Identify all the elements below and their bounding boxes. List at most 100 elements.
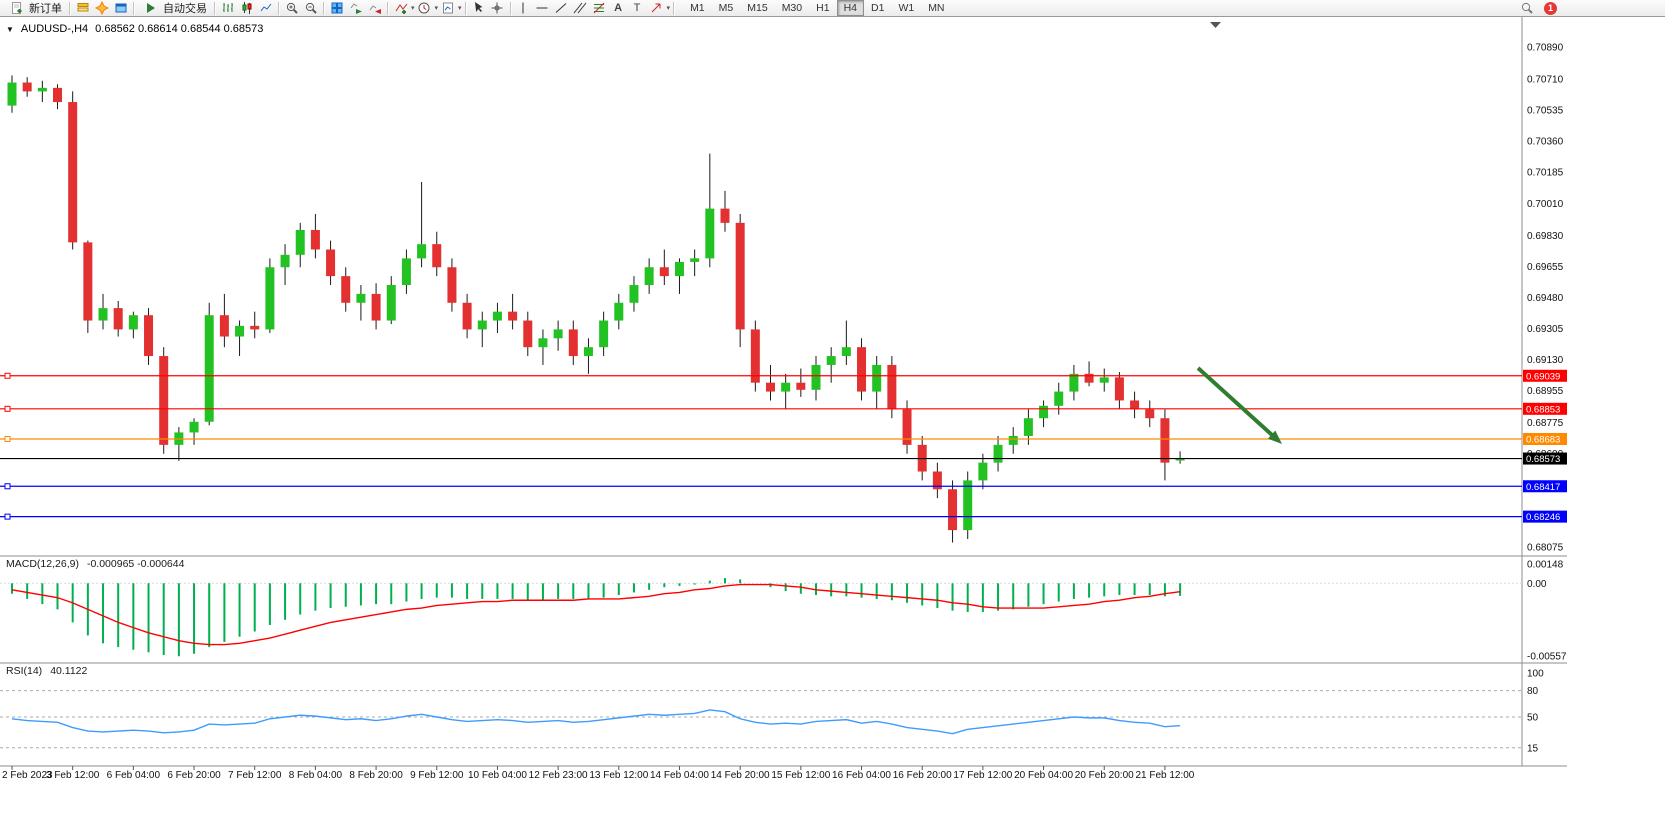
line-handle[interactable] bbox=[4, 436, 11, 443]
candle-body bbox=[113, 308, 123, 330]
timeframe-h4-button[interactable]: H4 bbox=[836, 0, 864, 16]
timeframe-w1-button[interactable]: W1 bbox=[898, 2, 915, 14]
auto-trading-button[interactable]: 自动交易 bbox=[137, 0, 211, 16]
zoom-in-icon[interactable] bbox=[282, 0, 301, 16]
macd-indicator-values: -0.000965 -0.000644 bbox=[86, 558, 185, 570]
fibonacci-icon[interactable] bbox=[590, 0, 609, 16]
price-tag bbox=[1523, 402, 1567, 415]
price-tag bbox=[1523, 452, 1567, 465]
search-icon[interactable] bbox=[1517, 0, 1536, 16]
candle-body bbox=[265, 267, 275, 330]
candle-body bbox=[7, 82, 17, 106]
candle-body bbox=[1114, 377, 1124, 401]
market-watch-icon[interactable] bbox=[73, 0, 92, 16]
candle-body bbox=[22, 82, 32, 92]
templates-icon[interactable] bbox=[438, 0, 457, 16]
candle-body bbox=[386, 285, 396, 321]
line-handle[interactable] bbox=[4, 513, 11, 520]
chart-shift-icon[interactable] bbox=[365, 0, 384, 16]
candle-body bbox=[1023, 418, 1033, 436]
equidistant-channel-icon[interactable] bbox=[571, 0, 590, 16]
chart-shift-marker[interactable] bbox=[1210, 22, 1221, 28]
candle-body bbox=[189, 421, 199, 433]
timeframe-mn-button[interactable]: MN bbox=[928, 2, 945, 14]
chart-window[interactable]: 0.70890 0.70710 0.70535 0.70360 0.70185 0.700… bbox=[0, 17, 1665, 836]
chart-ohlc-values: 0.68562 0.68614 0.68544 0.68573 bbox=[95, 23, 264, 35]
chart-symbol-period: AUDUSD-,H4 bbox=[20, 23, 89, 35]
new-order-label: 新订单 bbox=[29, 3, 62, 15]
candle-body bbox=[83, 242, 93, 321]
candlestick-icon[interactable] bbox=[237, 0, 256, 16]
zoom-out-icon[interactable] bbox=[301, 0, 320, 16]
candle-body bbox=[690, 258, 700, 262]
line-handle[interactable] bbox=[4, 372, 11, 379]
candle-body bbox=[766, 382, 775, 392]
candle-body bbox=[508, 311, 518, 321]
timeframe-m1-button[interactable]: M1 bbox=[690, 2, 705, 14]
cursor-icon[interactable] bbox=[469, 0, 488, 16]
candle-body bbox=[68, 102, 78, 243]
candle-body bbox=[235, 325, 245, 337]
timeframe-h1-button[interactable]: H1 bbox=[816, 2, 830, 14]
vertical-line-icon[interactable] bbox=[514, 0, 533, 16]
text-label-icon[interactable]: T bbox=[633, 2, 641, 14]
candle-body bbox=[826, 356, 836, 365]
candle-body bbox=[432, 244, 442, 268]
indicators-dropdown-icon[interactable]: ▾ bbox=[411, 5, 415, 12]
candle-body bbox=[280, 254, 290, 268]
new-order-button[interactable]: 新订单 bbox=[3, 0, 66, 16]
rsi-axis-label: 80 bbox=[1527, 686, 1539, 697]
toolbar-separator bbox=[464, 1, 466, 15]
price-axis-label: 0.69130 bbox=[1527, 355, 1564, 366]
candles-layer bbox=[7, 75, 1185, 543]
candle-body bbox=[204, 315, 214, 422]
candle-body bbox=[1054, 391, 1064, 406]
price-tag-label: 0.68853 bbox=[1526, 404, 1560, 415]
periods-dropdown-icon[interactable]: ▾ bbox=[434, 5, 439, 12]
navigator-icon[interactable] bbox=[92, 0, 111, 16]
rsi-line bbox=[11, 709, 1181, 735]
chart-canvas[interactable]: 0.70890 0.70710 0.70535 0.70360 0.70185 0.700… bbox=[0, 17, 1567, 787]
crosshair-icon[interactable] bbox=[488, 0, 507, 16]
time-axis-label: 15 Feb 12:00 bbox=[771, 770, 830, 781]
notification-badge[interactable]: 1 bbox=[1544, 1, 1557, 15]
candle-body bbox=[857, 347, 867, 392]
candle-body bbox=[128, 315, 138, 330]
bar-chart-icon[interactable] bbox=[218, 0, 237, 16]
templates-dropdown-icon[interactable]: ▾ bbox=[458, 5, 462, 12]
tile-windows-icon[interactable] bbox=[327, 0, 346, 16]
candle-body bbox=[750, 329, 760, 383]
time-axis-label: 14 Feb 20:00 bbox=[711, 770, 770, 781]
line-chart-icon[interactable] bbox=[256, 0, 275, 16]
chart-menu-icon[interactable]: ▼ bbox=[6, 24, 14, 34]
price-tag-label: 0.69039 bbox=[1526, 371, 1560, 382]
candle-body bbox=[1145, 409, 1155, 419]
candle-body bbox=[1008, 435, 1018, 445]
candle-body bbox=[477, 320, 487, 330]
timeframe-m5-button[interactable]: M5 bbox=[718, 2, 734, 14]
candle-body bbox=[37, 87, 47, 92]
macd-axis-label: -0.005577 bbox=[1527, 652, 1567, 663]
timeframe-m30-button[interactable]: M30 bbox=[781, 2, 803, 14]
candle-body bbox=[1084, 373, 1094, 383]
time-axis-label: 16 Feb 04:00 bbox=[832, 770, 891, 781]
auto-scroll-icon[interactable] bbox=[346, 0, 365, 16]
rsi-axis-label: 100 bbox=[1527, 669, 1544, 680]
arrow-annotation[interactable] bbox=[1196, 366, 1282, 444]
text-icon[interactable]: A bbox=[614, 2, 623, 14]
candle-body bbox=[447, 267, 457, 303]
candle-body bbox=[978, 462, 988, 481]
indicators-icon[interactable] bbox=[391, 0, 410, 16]
candle-body bbox=[53, 87, 63, 103]
arrows-icon[interactable] bbox=[647, 0, 666, 16]
timeframe-m15-button[interactable]: M15 bbox=[747, 2, 768, 14]
arrows-dropdown-icon[interactable]: ▾ bbox=[666, 5, 671, 12]
horizontal-line-icon[interactable] bbox=[533, 0, 552, 16]
terminal-icon[interactable] bbox=[111, 0, 130, 16]
timeframe-d1-button[interactable]: D1 bbox=[871, 2, 885, 14]
line-handle[interactable] bbox=[4, 405, 11, 412]
periods-icon[interactable] bbox=[415, 0, 434, 16]
price-axis-label: 0.69830 bbox=[1527, 231, 1564, 242]
line-handle[interactable] bbox=[4, 483, 11, 490]
trendline-icon[interactable] bbox=[552, 0, 571, 16]
